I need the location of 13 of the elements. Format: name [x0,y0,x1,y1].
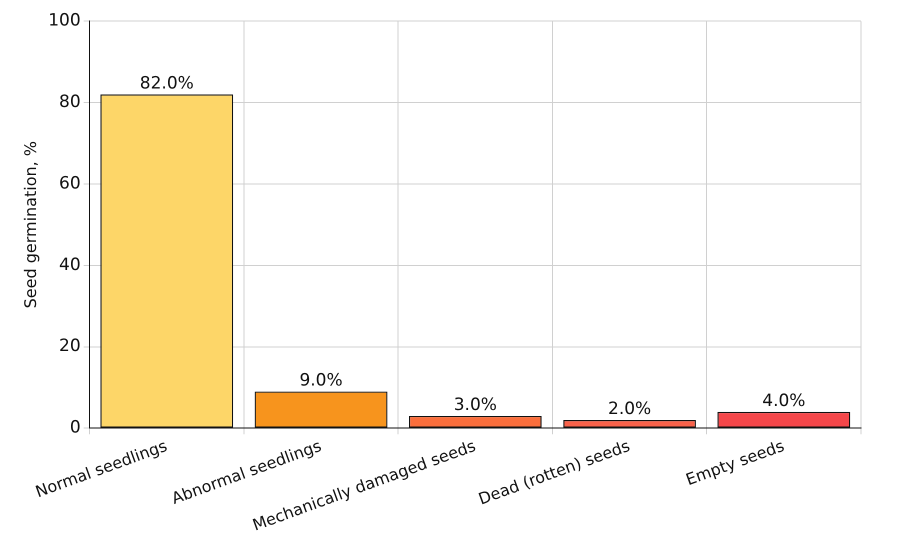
y-tick-label: 20 [59,336,81,356]
data-label: 4.0% [762,390,806,411]
y-tick-label: 0 [70,418,81,438]
y-tick-label: 60 [59,173,81,194]
data-label: 9.0% [299,370,343,390]
y-tick-label: 40 [59,254,81,275]
data-label: 3.0% [454,394,497,415]
x-tick-label: Empty seeds [683,436,787,490]
y-tick-label: 100 [48,10,81,31]
data-label: 2.0% [608,398,652,419]
y-axis-title: Seed germination, % [20,141,40,308]
data-label: 82.0% [140,73,194,94]
y-tick-label: 80 [59,92,81,112]
